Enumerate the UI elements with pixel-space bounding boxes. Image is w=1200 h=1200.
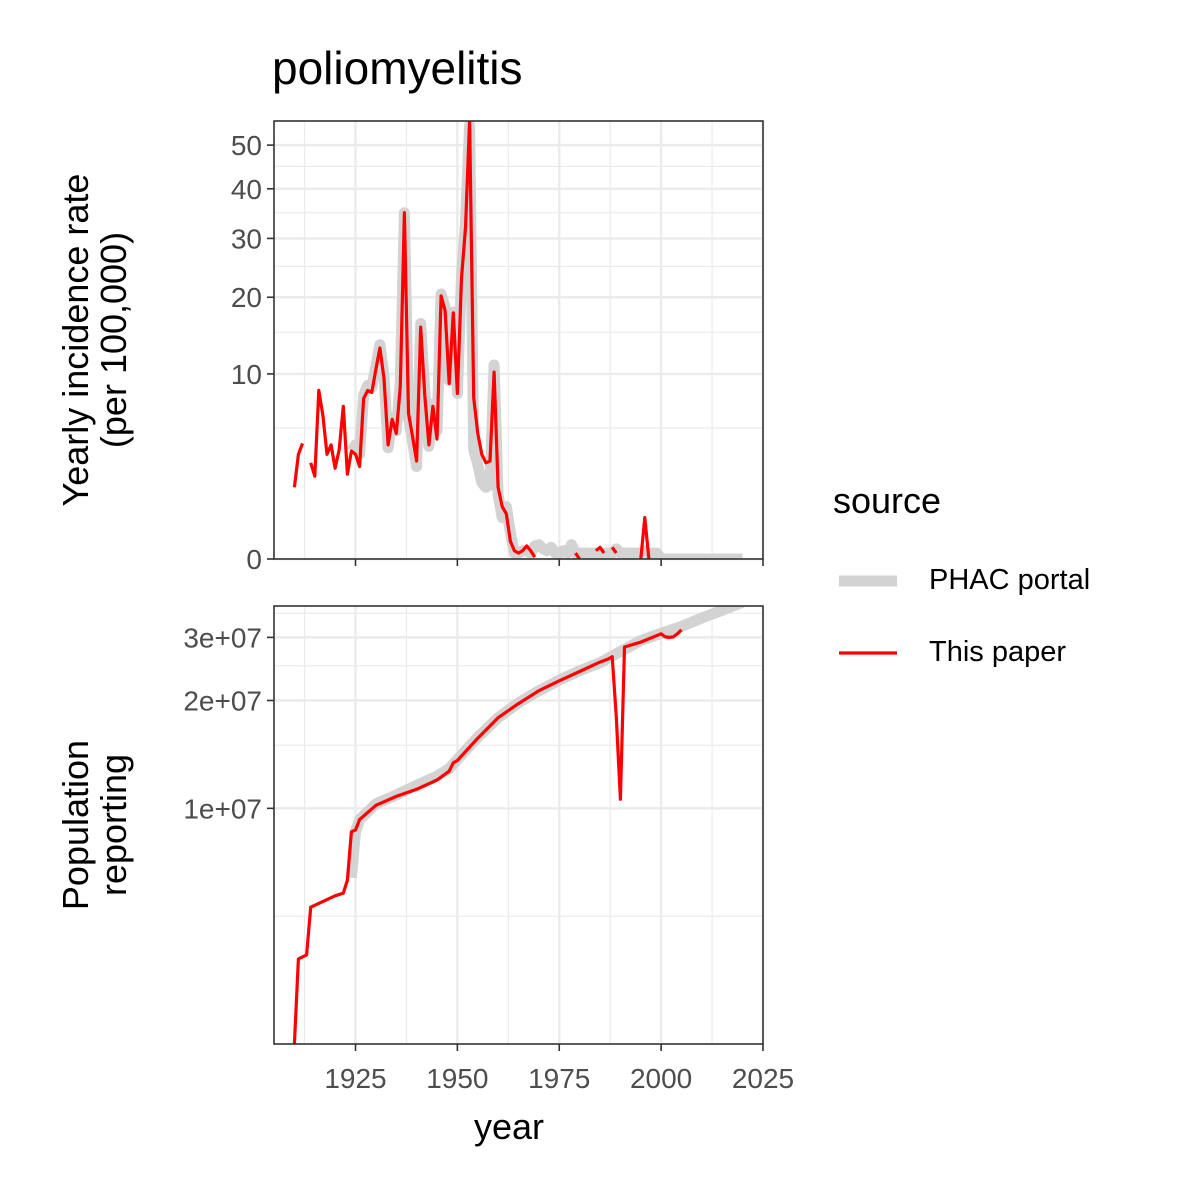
population-panel-border: [273, 605, 764, 1045]
incidence-y-axis-label-line1: Yearly incidence rate: [55, 173, 96, 507]
y-tick-label: 10: [231, 359, 262, 390]
series-this-paper-population: [292, 628, 683, 1044]
incidence-y-axis-label-line2: (per 100,000): [93, 231, 134, 449]
population-y-axis-label: Population reporting: [55, 735, 134, 915]
y-tick-label: 3e+07: [183, 622, 262, 653]
series-this-paper-incidence-segment: [309, 121, 537, 558]
x-axis-label: year: [474, 1106, 545, 1147]
x-tick-label: 1950: [426, 1063, 488, 1094]
y-tick-label: 2e+07: [183, 685, 262, 716]
y-tick-label: 30: [231, 223, 262, 254]
y-tick-label: 40: [231, 174, 262, 205]
x-tick-label: 2025: [732, 1063, 794, 1094]
population-y-axis-label-line1: Population: [55, 739, 96, 911]
x-tick-label: 1975: [528, 1063, 590, 1094]
incidence-y-axis-label: Yearly incidence rate (per 100,000): [55, 165, 134, 515]
series-this-paper-incidence-segment: [610, 546, 618, 555]
y-tick-label: 1e+07: [183, 793, 262, 824]
y-tick-label: 50: [231, 130, 262, 161]
chart-title: poliomyelitis: [272, 42, 523, 94]
incidence-plot-background: [274, 121, 763, 559]
legend-keys: [839, 575, 897, 655]
series-this-paper-incidence-segment: [594, 545, 606, 555]
incidence-panel: 0 10 20 30 40 50: [231, 120, 765, 575]
y-tick-label: 20: [231, 282, 262, 313]
series-this-paper-incidence-segment: [292, 442, 304, 488]
legend-title: source: [833, 480, 942, 521]
series-this-paper-incidence-segment: [639, 516, 651, 559]
population-plot-background: [274, 606, 763, 1044]
series-this-paper-incidence-segment: [574, 552, 581, 559]
x-tick-label: 2000: [630, 1063, 692, 1094]
population-y-axis-label-line2: reporting: [93, 753, 134, 897]
y-tick-label: 0: [246, 544, 262, 575]
x-tick-label: 1925: [324, 1063, 386, 1094]
incidence-panel-border: [273, 120, 764, 560]
legend-label-phac-portal: PHAC portal: [929, 564, 1091, 596]
legend-label-this-paper: This paper: [929, 636, 1067, 668]
population-panel: 1e+07 2e+07 3e+07 1925 1950 1975 2000 2025: [183, 605, 794, 1094]
